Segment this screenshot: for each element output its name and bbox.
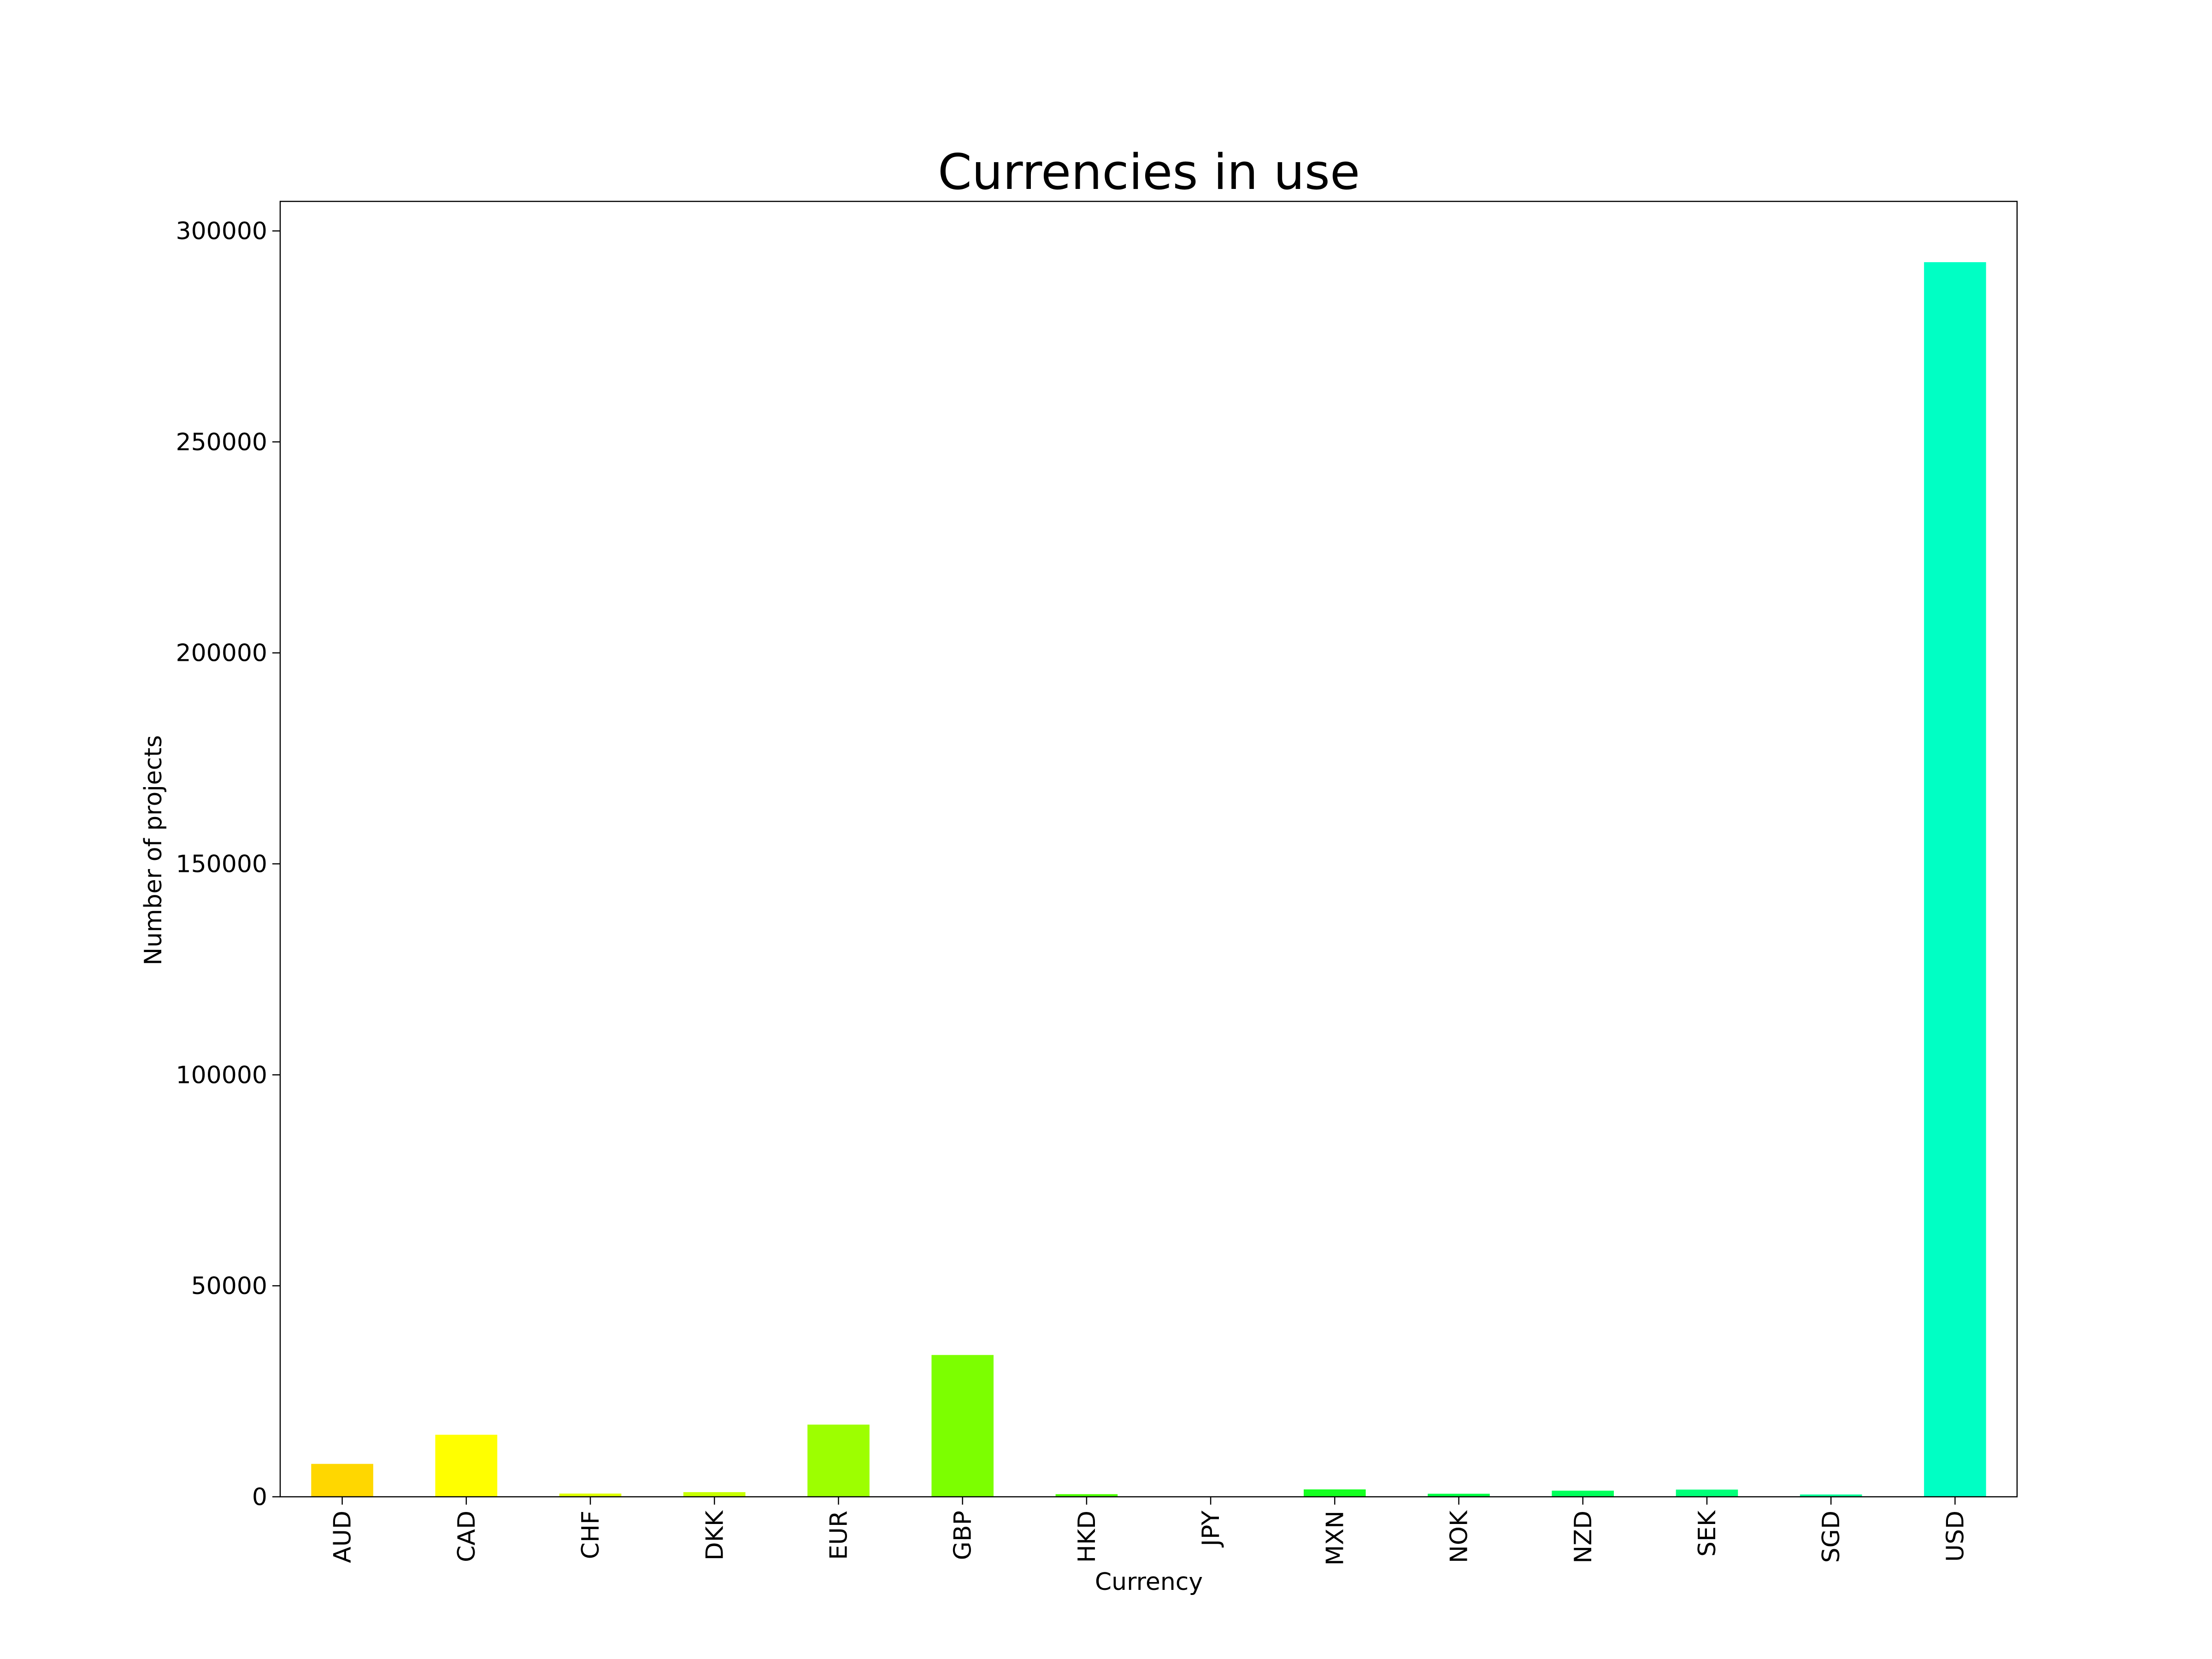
x-tick-label: AUD — [329, 1511, 357, 1563]
chart-title: Currencies in use — [938, 144, 1360, 200]
x-tick-label: DKK — [701, 1510, 729, 1560]
y-axis-title: Number of projects — [140, 735, 167, 965]
x-tick-label: SGD — [1818, 1511, 1845, 1563]
bar-chf — [559, 1494, 622, 1497]
y-tick-label: 250000 — [176, 429, 267, 456]
x-tick-label: NZD — [1570, 1511, 1597, 1564]
y-tick-label: 200000 — [176, 640, 267, 667]
y-tick-label: 150000 — [176, 851, 267, 878]
x-tick-label: NOK — [1446, 1510, 1473, 1563]
x-tick-label: USD — [1941, 1511, 1969, 1562]
x-tick-label: MXN — [1321, 1511, 1349, 1565]
bar-aud — [311, 1464, 373, 1497]
bar-nzd — [1552, 1490, 1614, 1497]
x-tick-label: EUR — [825, 1511, 853, 1560]
bar-eur — [807, 1424, 870, 1497]
plot-frame — [279, 200, 2018, 1498]
bar-usd — [1924, 262, 1986, 1497]
bar-sek — [1676, 1489, 1738, 1497]
x-tick-label: GBP — [949, 1511, 977, 1560]
y-tick-label: 0 — [252, 1483, 267, 1511]
x-tick-label: JPY — [1197, 1511, 1225, 1548]
plot-area: 0 50000 100000 150000 200000 250000 300000 AUD C… — [176, 200, 2018, 1565]
bar-cad — [435, 1435, 498, 1497]
x-tick-label: CHF — [577, 1511, 605, 1559]
y-tick-label: 50000 — [191, 1272, 267, 1300]
bar-sgd — [1800, 1494, 1862, 1497]
x-axis-title: Currency — [1095, 1568, 1203, 1596]
bar-gbp — [931, 1355, 994, 1497]
x-tick-label: HKD — [1073, 1511, 1101, 1563]
bar-nok — [1428, 1494, 1490, 1497]
bar-dkk — [683, 1492, 746, 1497]
x-tick-label: CAD — [453, 1511, 481, 1562]
y-tick-label: 100000 — [176, 1061, 267, 1089]
y-tick-label: 300000 — [176, 218, 267, 245]
bar-mxn — [1304, 1489, 1366, 1497]
bar-hkd — [1055, 1494, 1118, 1497]
x-tick-label: SEK — [1694, 1510, 1721, 1557]
